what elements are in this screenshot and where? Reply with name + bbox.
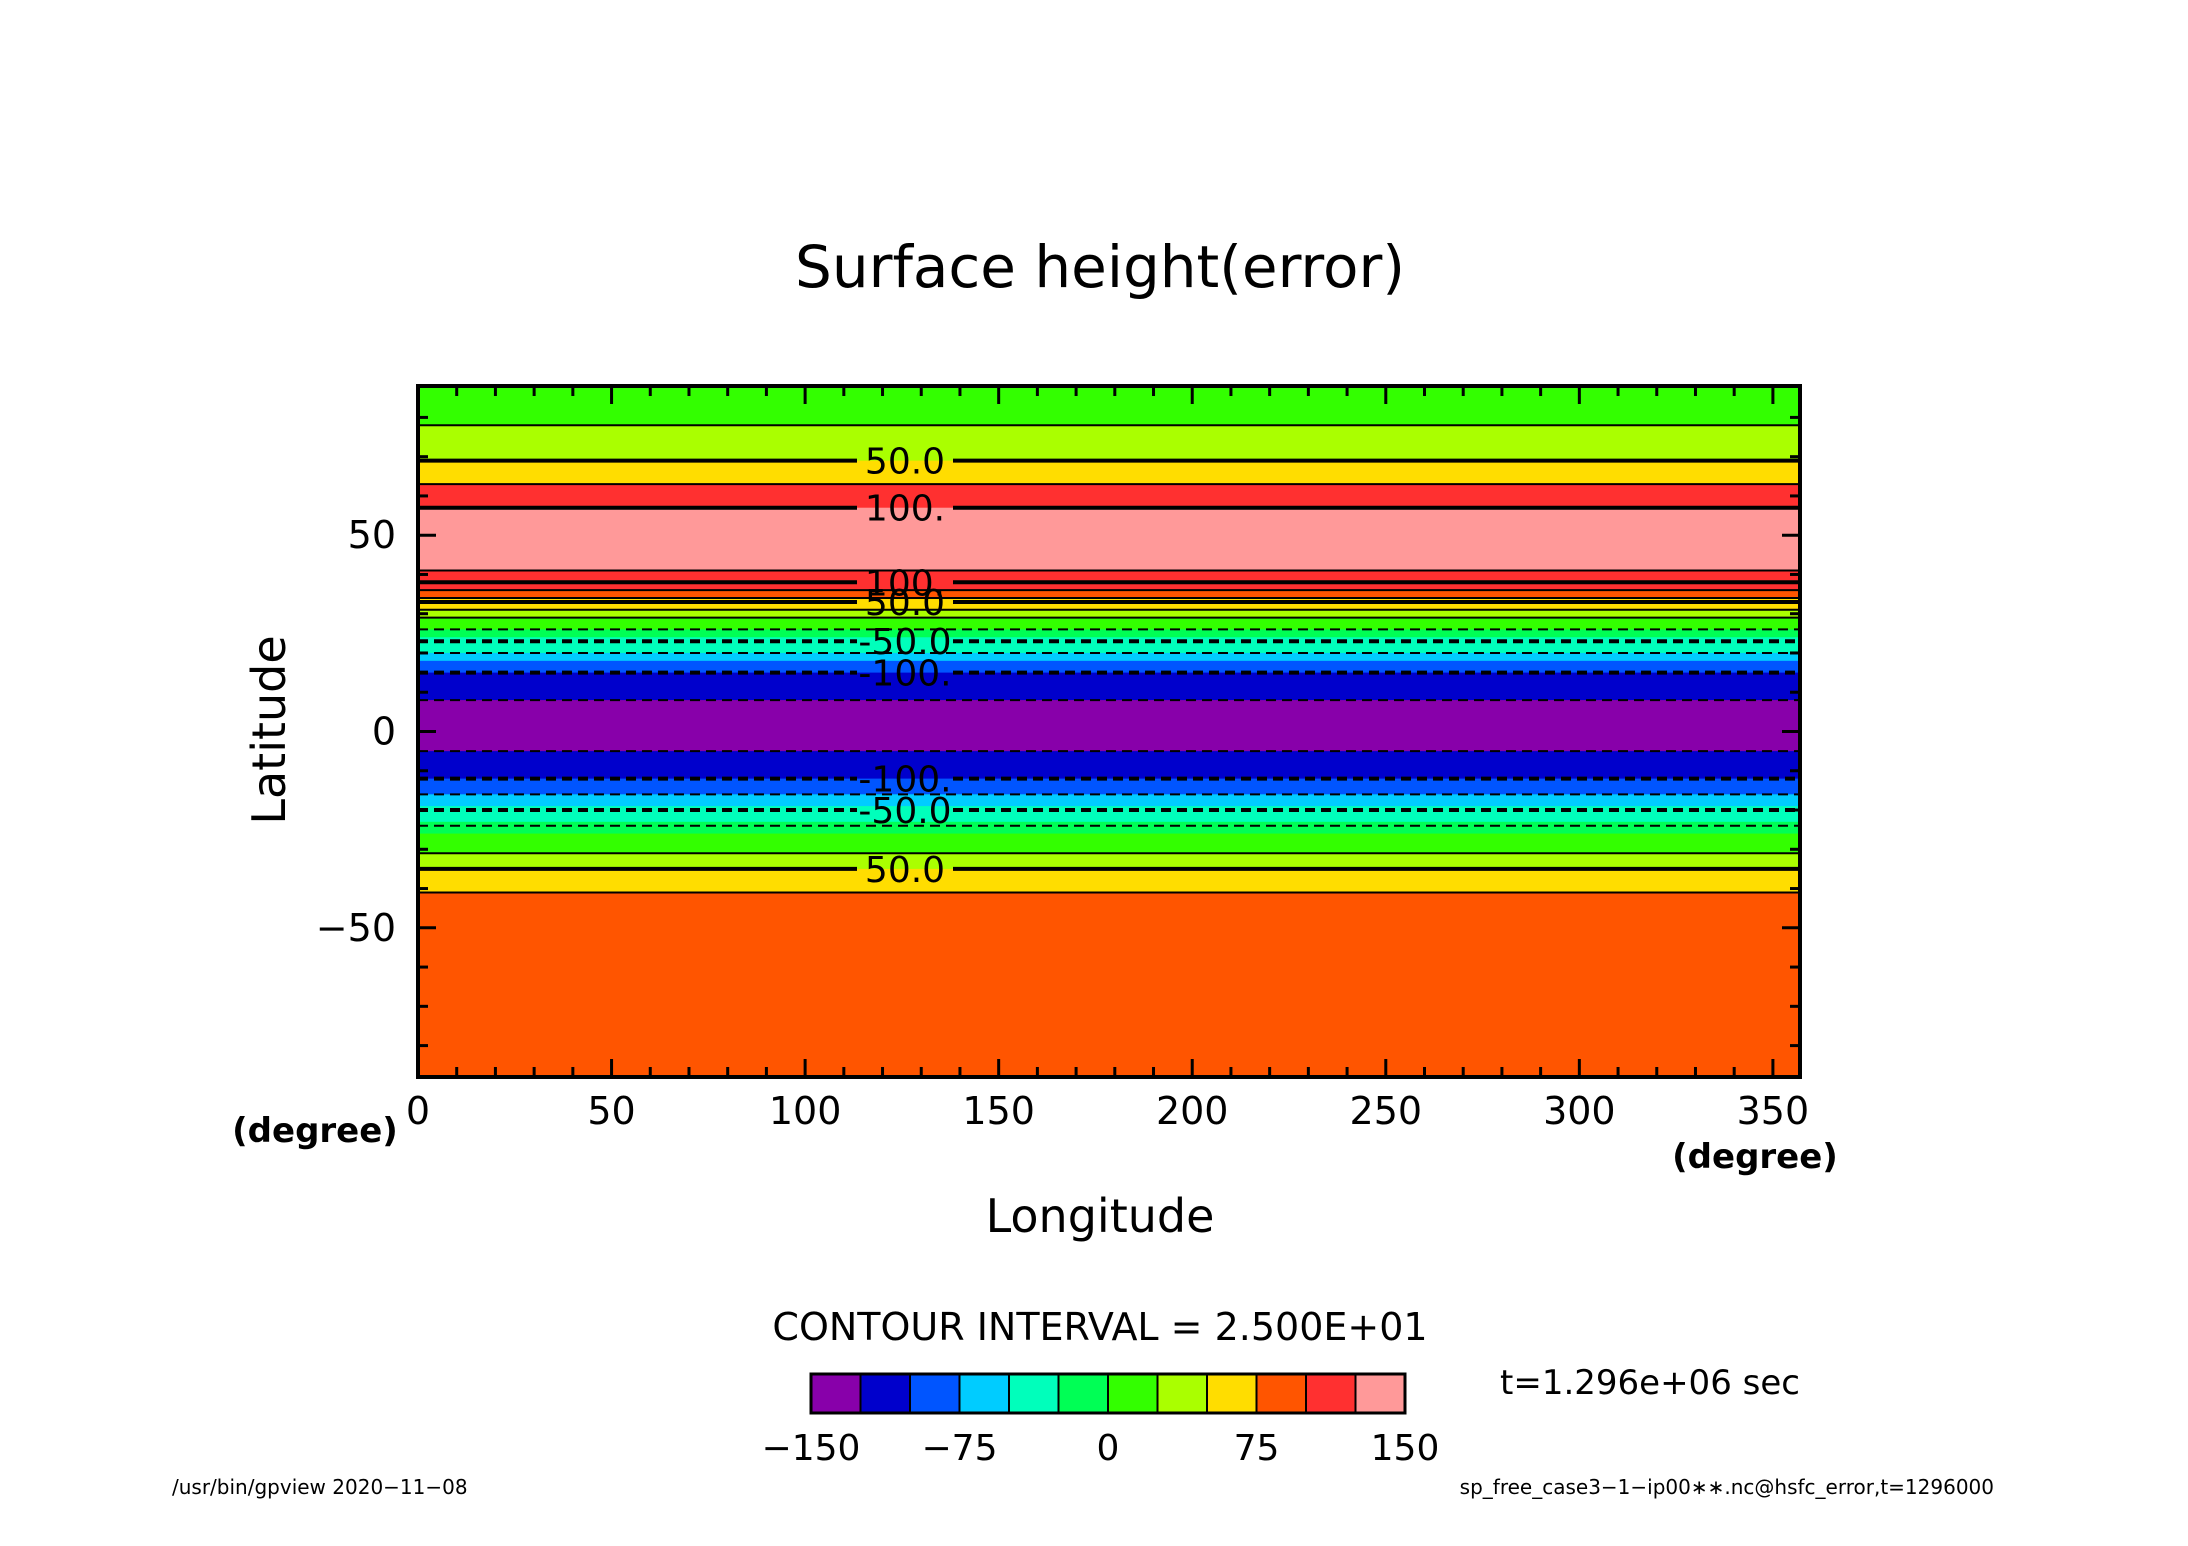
band-15 — [418, 700, 1800, 752]
x-tick-label-200: 200 — [1156, 1089, 1229, 1133]
colorbar-swatch-9 — [1255, 1373, 1307, 1414]
x-tick-label-150: 150 — [962, 1089, 1035, 1133]
band-16 — [418, 751, 1800, 780]
band-17 — [418, 778, 1800, 795]
band-12 — [418, 652, 1800, 662]
colorbar-swatch-5 — [1057, 1373, 1109, 1414]
contour-label-5: 100. — [865, 563, 945, 604]
contour-label-1: 50.0 — [865, 442, 945, 483]
colorbar-swatch-4 — [1008, 1373, 1060, 1414]
x-tick-label-350: 350 — [1737, 1089, 1810, 1133]
band-7 — [418, 598, 1800, 611]
contour-interval-text: CONTOUR INTERVAL = 2.500E+01 — [772, 1305, 1427, 1349]
band-3 — [418, 484, 1800, 509]
chart-title: Surface height(error) — [795, 233, 1405, 301]
colorbar-tick-label-1: −75 — [922, 1428, 998, 1469]
band-1 — [418, 425, 1800, 462]
colorbar-swatch-6 — [1107, 1373, 1159, 1414]
y-axis-unit: (degree) — [232, 1111, 398, 1151]
x-tick-label-0: 0 — [406, 1089, 430, 1133]
footer-left: /usr/bin/gpview 2020−11−08 — [172, 1475, 468, 1499]
contour-label-8: 50.0 — [865, 583, 945, 624]
x-axis-label: Longitude — [986, 1189, 1215, 1243]
colorbar-tick-labels: −150 −75 0 75 150 — [762, 1428, 1440, 1469]
colorbar-swatch-8 — [1206, 1373, 1258, 1414]
band-0 — [418, 386, 1800, 426]
colorbar-swatch-7 — [1156, 1373, 1208, 1414]
band-23 — [418, 868, 1800, 893]
colorbar-tick-label-4: 150 — [1371, 1428, 1440, 1469]
y-axis-label: Latitude — [242, 635, 296, 824]
band-4 — [418, 507, 1800, 572]
band-19 — [418, 806, 1800, 823]
x-tick-label-100: 100 — [769, 1089, 842, 1133]
axis-ticks — [416, 386, 1800, 1077]
band-13 — [418, 660, 1800, 674]
x-tick-label-250: 250 — [1350, 1089, 1423, 1133]
band-2 — [418, 460, 1800, 485]
y-tick-label-0: 0 — [372, 710, 396, 754]
band-18 — [418, 794, 1800, 807]
contour-lines — [418, 424, 1800, 894]
colorbar-frame — [809, 1372, 1407, 1415]
band-6 — [418, 590, 1800, 599]
band-10 — [418, 629, 1800, 638]
x-axis-unit: (degree) — [1672, 1137, 1838, 1177]
contour-label-19: -50.0 — [858, 791, 951, 832]
contour-label-17: -100. — [858, 760, 951, 801]
contour-label-12: -50.0 — [858, 622, 951, 663]
colorbar-swatch-3 — [958, 1373, 1010, 1414]
x-tick-label-50: 50 — [587, 1089, 635, 1133]
band-21 — [418, 833, 1800, 854]
colorbar-tick-label-3: 75 — [1234, 1428, 1280, 1469]
contour-label-3: 100. — [865, 489, 945, 530]
colorbar-tick-label-0: −150 — [762, 1428, 861, 1469]
band-11 — [418, 637, 1800, 654]
band-8 — [418, 609, 1800, 619]
band-9 — [418, 617, 1800, 630]
colorbar-swatch-11 — [1354, 1373, 1406, 1414]
colorbar — [809, 1372, 1407, 1415]
band-20 — [418, 821, 1800, 835]
colorbar-tick-label-2: 0 — [1097, 1428, 1120, 1469]
band-14 — [418, 672, 1800, 701]
y-tick-label-50: 50 — [348, 513, 396, 557]
x-tick-labels: 0 50 100 150 200 250 300 350 — [406, 1089, 1809, 1133]
contour-label-14: -100. — [858, 654, 951, 695]
y-tick-labels: −50 0 50 — [316, 513, 396, 950]
contour-fill-bands — [418, 386, 1800, 1078]
colorbar-swatch-10 — [1305, 1373, 1357, 1414]
band-22 — [418, 853, 1800, 870]
footer-right: sp_free_case3−1−ip00∗∗.nc@hsfc_error,t=1… — [1460, 1475, 1994, 1499]
colorbar-swatch-0 — [810, 1373, 862, 1414]
colorbar-swatch-1 — [859, 1373, 911, 1414]
time-label: t=1.296e+06 sec — [1500, 1363, 1800, 1403]
y-tick-label--50: −50 — [316, 906, 396, 950]
colorbar-swatch-2 — [909, 1373, 961, 1414]
contour-label-22: 50.0 — [865, 850, 945, 891]
band-24 — [418, 892, 1800, 1078]
x-tick-label-300: 300 — [1543, 1089, 1616, 1133]
